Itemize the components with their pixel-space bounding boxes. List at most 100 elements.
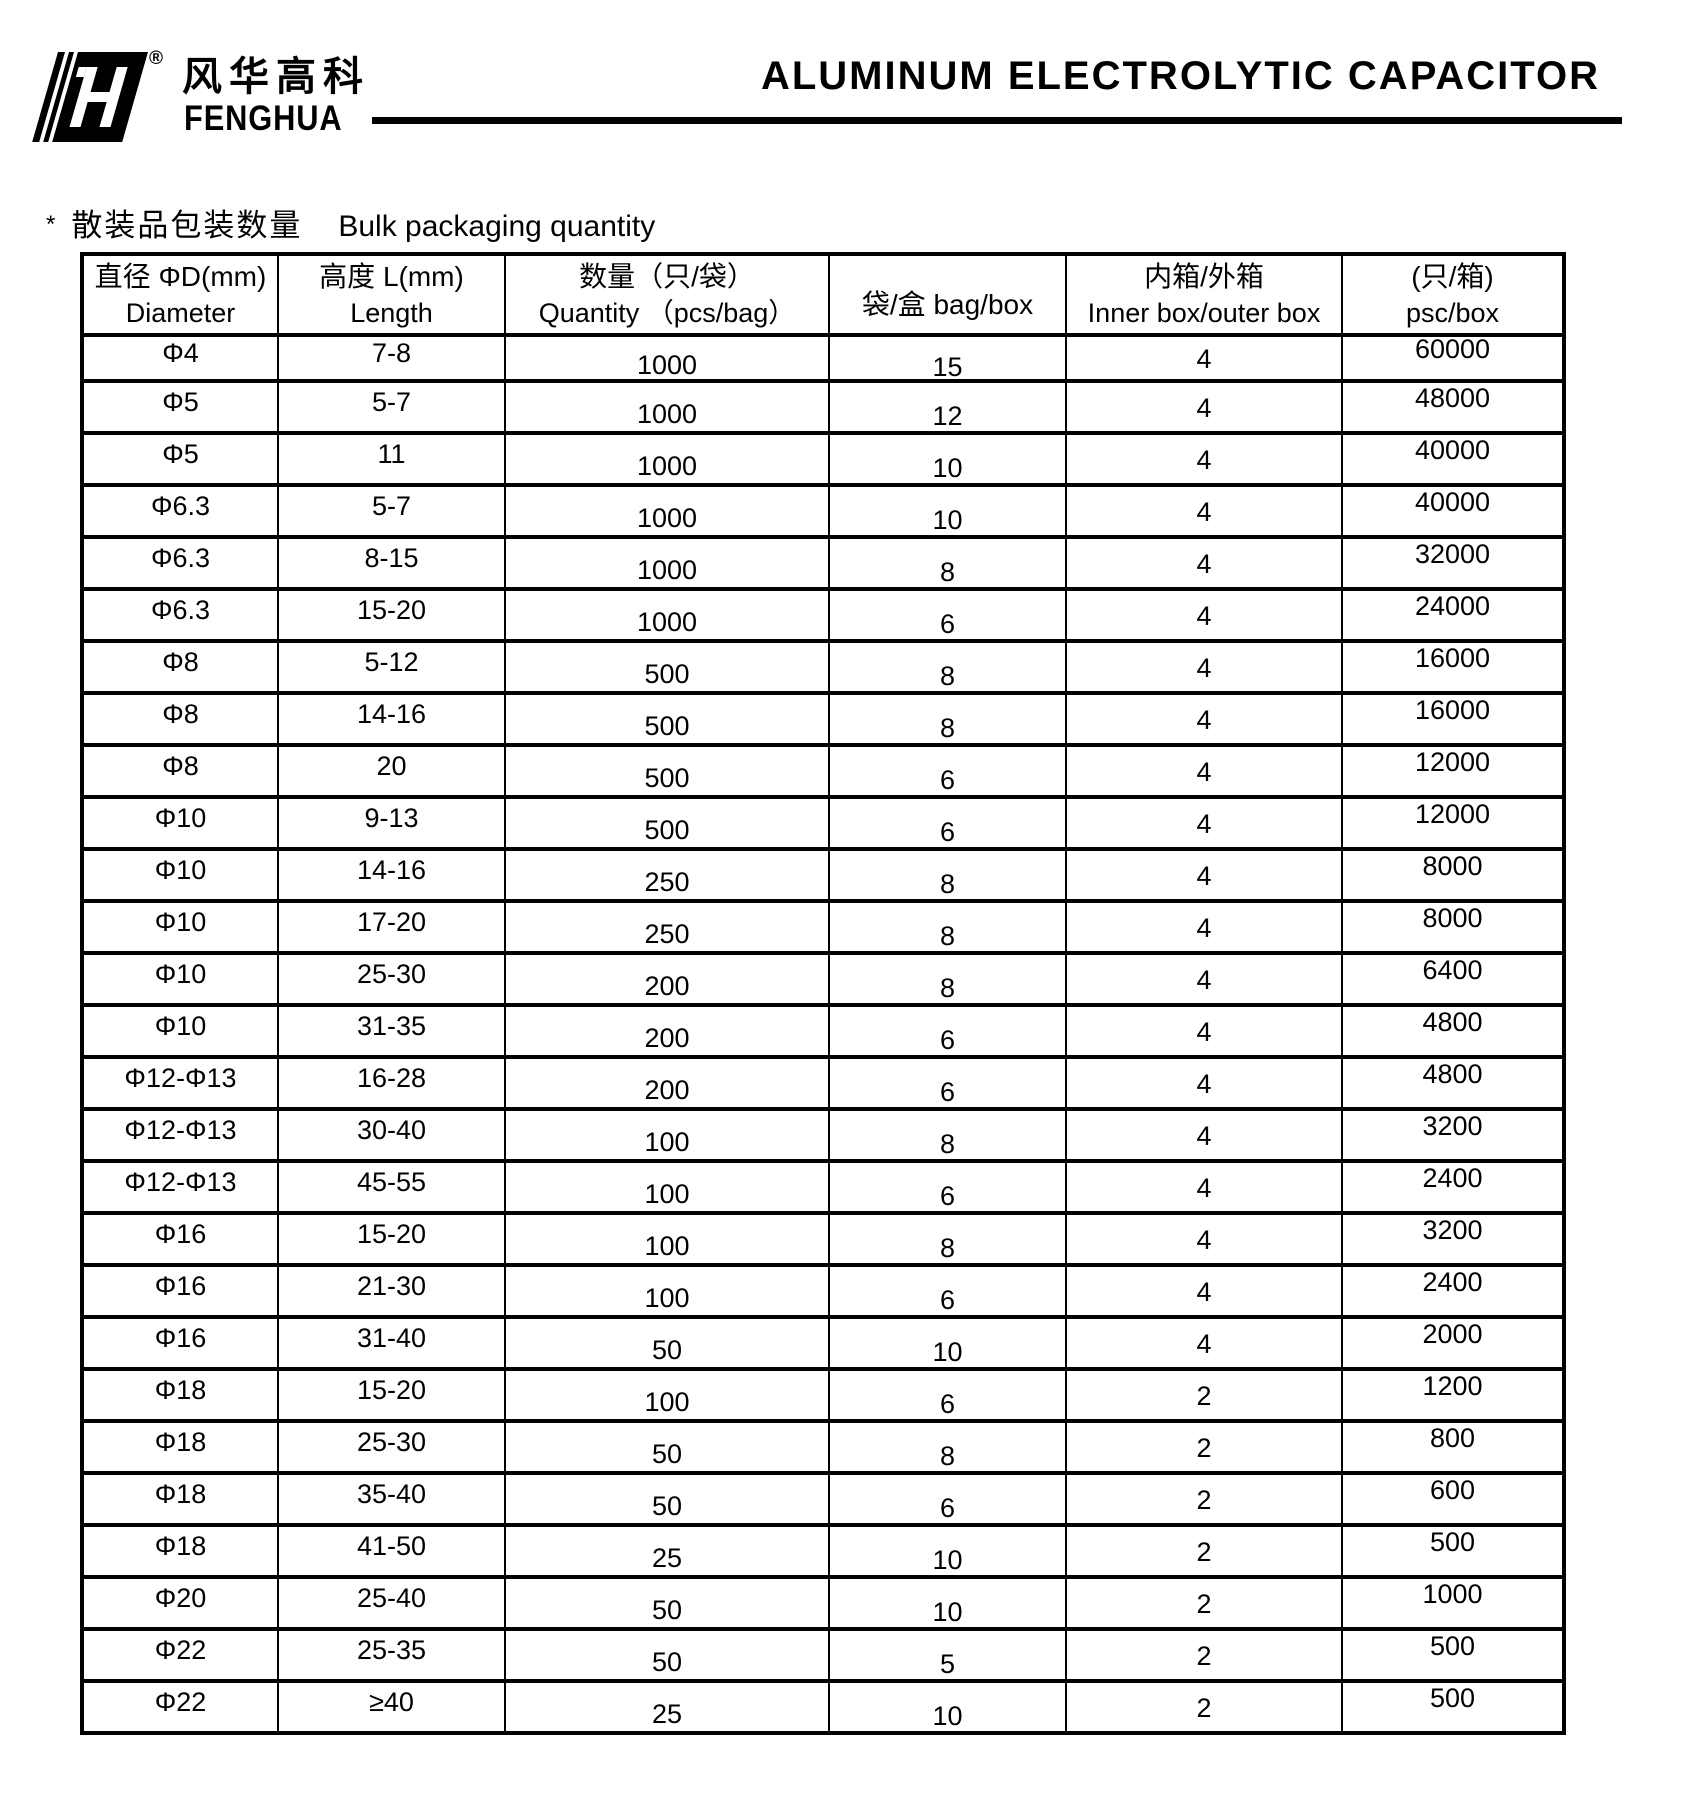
table-cell: 2 — [1065, 1419, 1343, 1475]
table-row: Φ6.3 15-20 1000 6 4 24000 — [81, 587, 1565, 643]
table-cell: 500 — [1341, 1679, 1565, 1735]
table-cell-value: 2 — [1196, 1380, 1212, 1411]
table-cell: 4 — [1065, 899, 1343, 955]
table-cell-value: 2 — [1196, 1692, 1212, 1723]
table-cell: 60000 — [1341, 333, 1565, 383]
table-cell: 8 — [828, 1419, 1067, 1475]
table-cell-value: 4 — [1196, 652, 1212, 683]
table-cell-value: 8000 — [1422, 902, 1483, 933]
table-cell-value: 31-35 — [356, 1010, 427, 1041]
table-cell-value: 4 — [1196, 860, 1212, 891]
table-cell: 6 — [828, 795, 1067, 851]
table-cell: 15-20 — [277, 1367, 506, 1423]
table-cell: Φ4 — [81, 333, 279, 383]
column-header-text: 直径 ΦD(mm) — [94, 260, 267, 292]
table-cell: 16-28 — [277, 1055, 506, 1111]
table-cell: Φ12-Φ13 — [81, 1055, 279, 1111]
table-cell: 1000 — [504, 535, 830, 591]
table-row: Φ6.3 5-7 1000 10 4 40000 — [81, 483, 1565, 539]
table-cell-value: 200 — [644, 1074, 690, 1105]
table-cell-value: 6 — [939, 816, 956, 847]
column-header-text: 袋/盒 bag/box — [861, 288, 1034, 320]
table-cell: 20 — [277, 743, 506, 799]
table-cell: 25 — [504, 1523, 830, 1579]
table-cell: 15-20 — [277, 587, 506, 643]
table-cell-value: 31-40 — [356, 1322, 427, 1353]
table-cell-value: 200 — [644, 1022, 690, 1053]
table-cell: 5-12 — [277, 639, 506, 695]
table-cell-value: 32000 — [1414, 538, 1491, 569]
table-cell: Φ5 — [81, 379, 279, 435]
table-cell: 6 — [828, 1003, 1067, 1059]
table-cell-value: 16-28 — [356, 1062, 427, 1093]
table-header-row: 直径 ΦD(mm) Diameter 高度 L(mm) Length 数量（只/… — [81, 252, 1565, 337]
table-cell-value: 8 — [939, 1128, 956, 1159]
table-cell-value: 8 — [939, 868, 956, 899]
table-cell-value: 6 — [939, 1024, 956, 1055]
table-cell: 3200 — [1341, 1211, 1565, 1267]
table-cell: 500 — [504, 743, 830, 799]
table-cell: 25-35 — [277, 1627, 506, 1683]
table-cell-value: 8 — [939, 712, 956, 743]
table-cell-value: 500 — [644, 658, 690, 689]
table-cell-value: Φ8 — [162, 646, 199, 677]
column-header-pcs-per-box: (只/箱) psc/box — [1341, 252, 1565, 337]
table-cell: 4 — [1065, 483, 1343, 539]
table-cell-value: 100 — [644, 1230, 690, 1261]
table-cell: 8 — [828, 899, 1067, 955]
table-cell: Φ18 — [81, 1419, 279, 1475]
bulk-packaging-table: 直径 ΦD(mm) Diameter 高度 L(mm) Length 数量（只/… — [80, 252, 1566, 1735]
table-row: Φ10 25-30 200 8 4 6400 — [81, 951, 1565, 1007]
table-cell-value: Φ10 — [154, 1010, 207, 1041]
table-cell: 8 — [828, 535, 1067, 591]
column-header-quantity-per-bag: 数量（只/袋） Quantity （pcs/bag） — [504, 252, 830, 337]
table-cell: 11 — [277, 431, 506, 487]
table-cell: 2400 — [1341, 1159, 1565, 1215]
table-cell: Φ18 — [81, 1367, 279, 1423]
table-cell: 6 — [828, 587, 1067, 643]
table-cell: Φ8 — [81, 639, 279, 695]
table-cell: 100 — [504, 1159, 830, 1215]
table-cell-value: 35-40 — [356, 1478, 427, 1509]
table-cell-value: Φ18 — [154, 1426, 207, 1457]
table-cell: 8 — [828, 639, 1067, 695]
table-cell: 500 — [504, 639, 830, 695]
table-cell: 4 — [1065, 1107, 1343, 1163]
fenghua-logo-icon — [32, 52, 148, 142]
table-cell: 1000 — [504, 333, 830, 383]
table-cell-value: Φ16 — [154, 1270, 207, 1301]
table-row: Φ8 5-12 500 8 4 16000 — [81, 639, 1565, 695]
table-cell-value: 45-55 — [356, 1166, 427, 1197]
table-cell: 6 — [828, 743, 1067, 799]
table-cell-value: 500 — [644, 814, 690, 845]
table-cell-value: 1200 — [1422, 1370, 1483, 1401]
table-cell-value: Φ5 — [162, 386, 199, 417]
table-cell-value: Φ8 — [162, 750, 199, 781]
table-cell: Φ6.3 — [81, 587, 279, 643]
table-cell-value: 30-40 — [356, 1114, 427, 1145]
table-cell: Φ10 — [81, 951, 279, 1007]
table-cell-value: 2400 — [1422, 1162, 1483, 1193]
table-cell-value: 6 — [939, 1388, 956, 1419]
table-cell-value: 4 — [1196, 1068, 1212, 1099]
table-cell: Φ6.3 — [81, 535, 279, 591]
table-cell: Φ10 — [81, 1003, 279, 1059]
table-cell-value: 1000 — [636, 554, 698, 585]
table-cell-value: 6400 — [1422, 954, 1483, 985]
table-cell: 4 — [1065, 1315, 1343, 1371]
table-cell-value: 10 — [932, 1700, 963, 1731]
table-cell: 10 — [828, 1575, 1067, 1631]
table-row: Φ18 25-30 50 8 2 800 — [81, 1419, 1565, 1475]
table-cell-value: 14-16 — [356, 854, 427, 885]
table-cell-value: 100 — [644, 1178, 690, 1209]
table-cell-value: 4800 — [1422, 1058, 1483, 1089]
table-cell: 15-20 — [277, 1211, 506, 1267]
table-cell-value: 48000 — [1414, 382, 1491, 413]
table-cell: Φ22 — [81, 1679, 279, 1735]
table-cell-value: Φ20 — [154, 1582, 207, 1613]
table-cell-value: 50 — [651, 1646, 683, 1677]
table-cell: 14-16 — [277, 691, 506, 747]
table-cell-value: Φ10 — [154, 906, 207, 937]
table-cell-value: 8000 — [1422, 850, 1483, 881]
table-cell: 10 — [828, 483, 1067, 539]
